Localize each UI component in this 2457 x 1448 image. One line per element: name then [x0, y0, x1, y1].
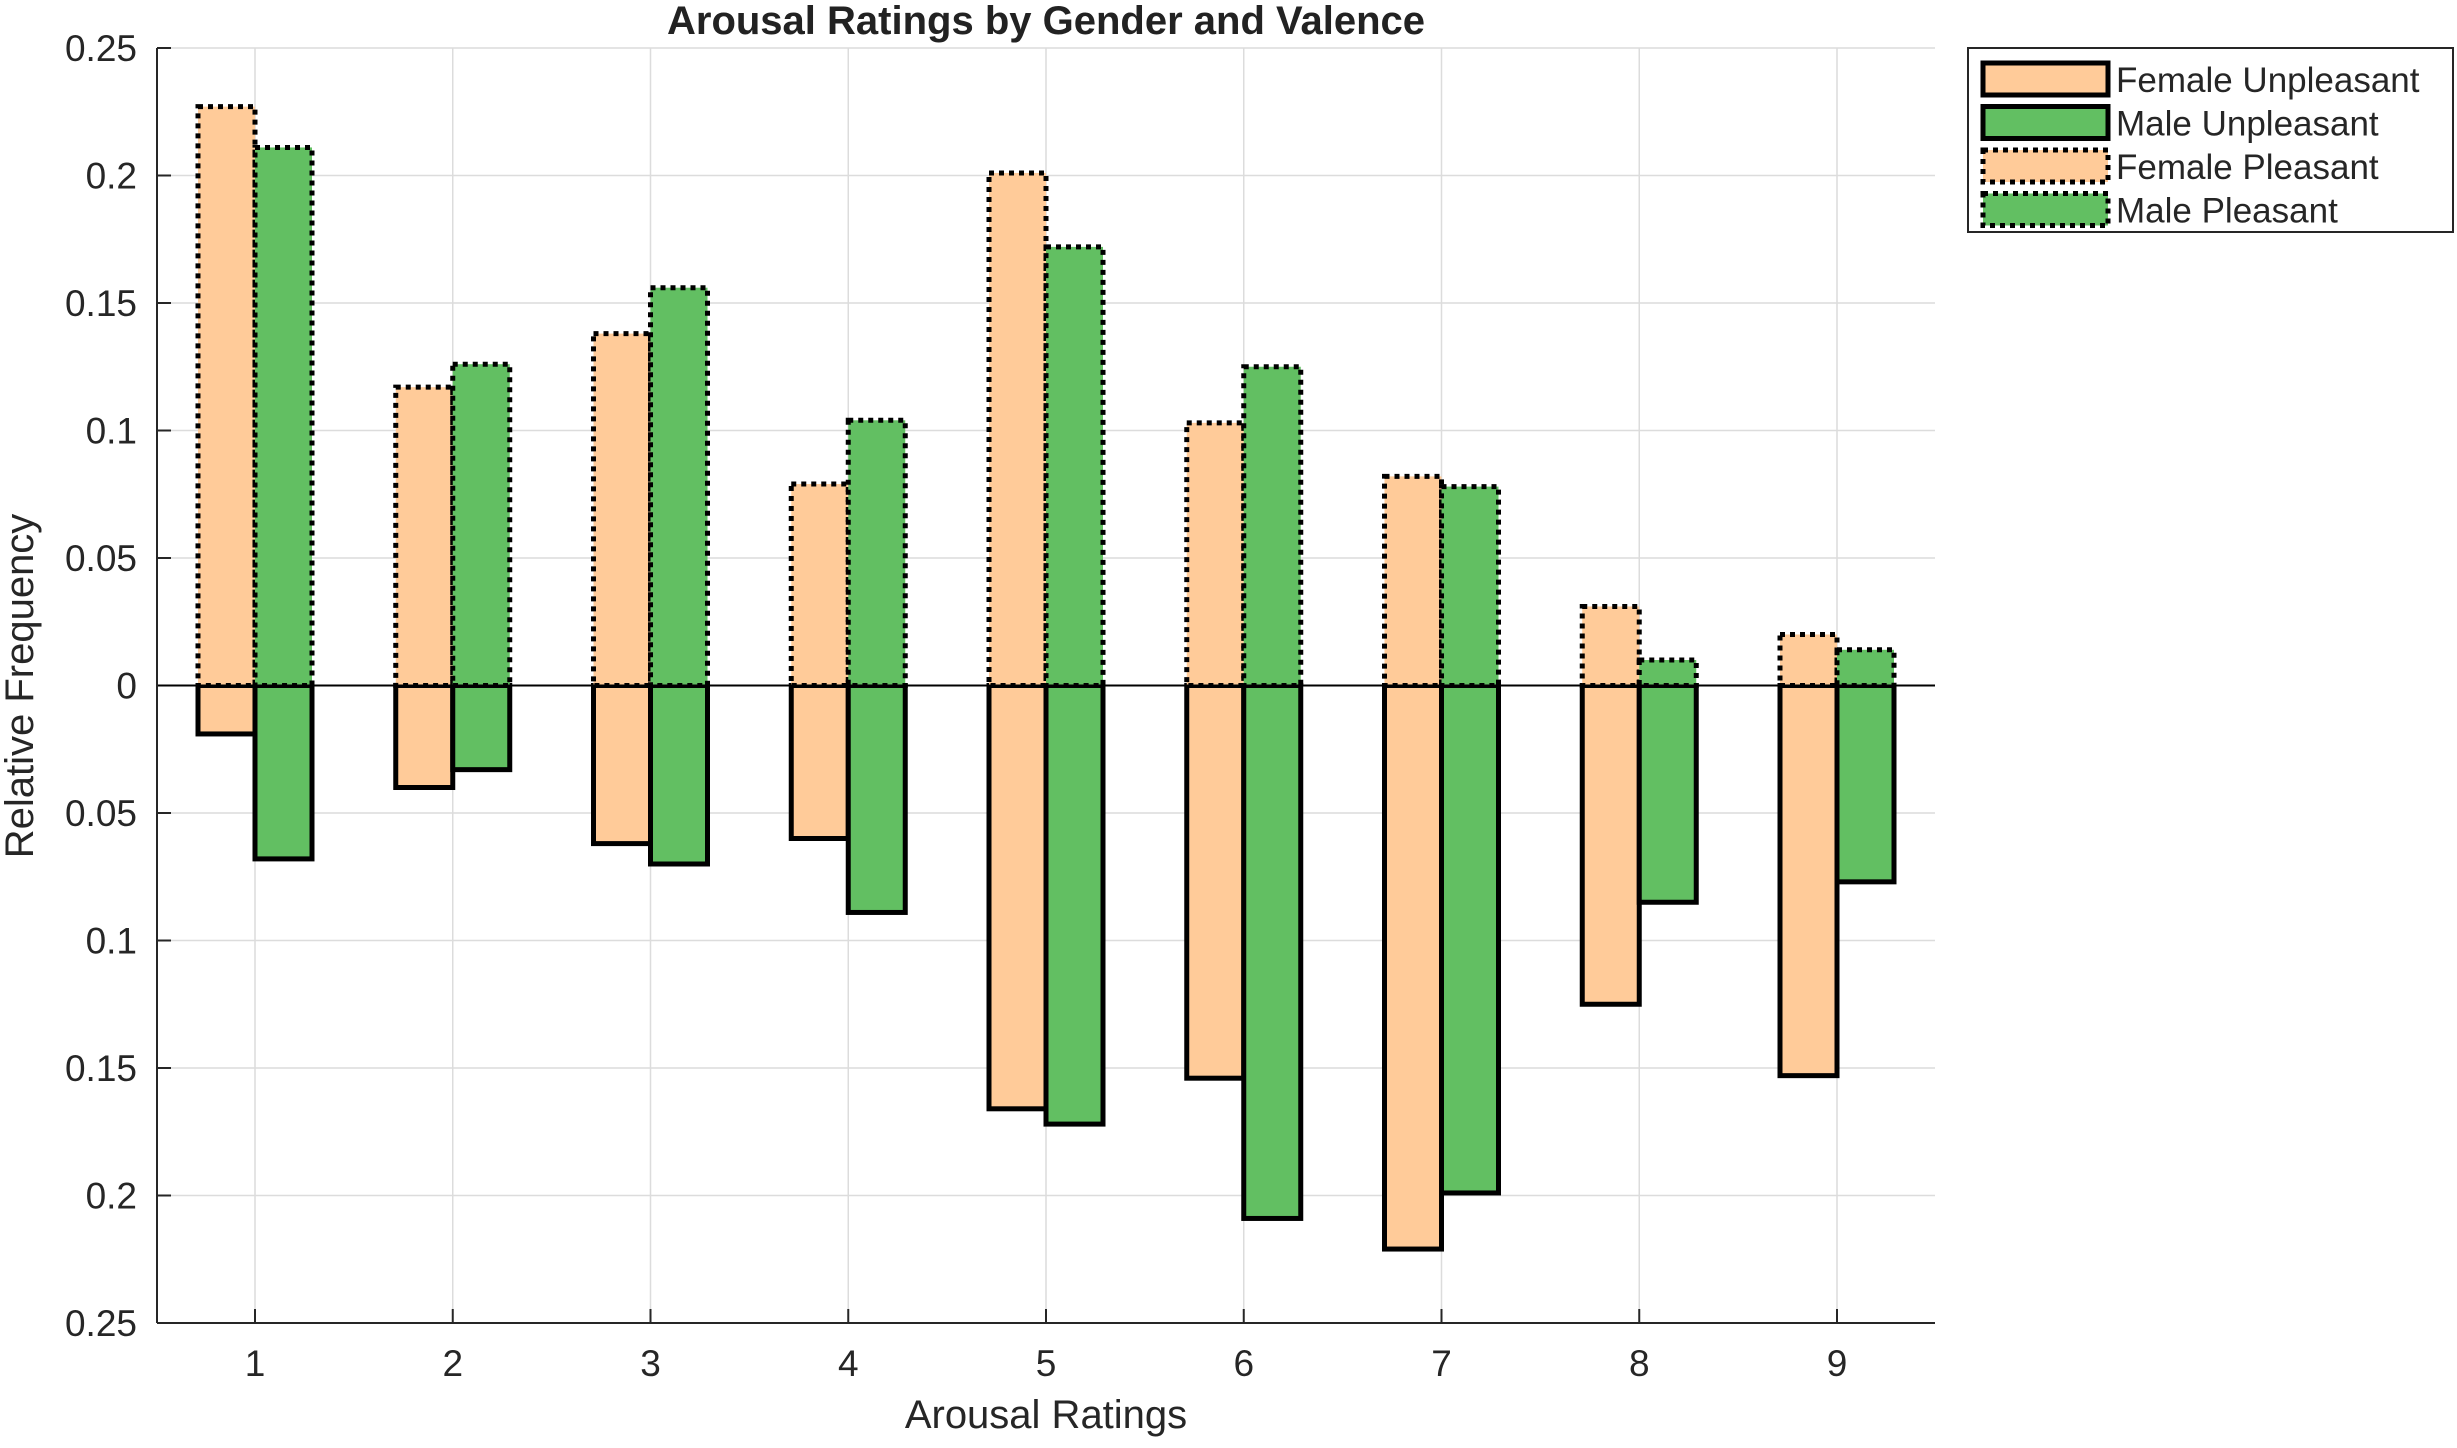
x-tick-label: 8 — [1629, 1343, 1650, 1384]
bar-male-unpleasant — [252, 683, 315, 862]
bar-male-unpleasant — [1241, 683, 1304, 1221]
bar-male-unpleasant — [845, 683, 908, 915]
bar-male-pleasant — [450, 361, 513, 688]
bar-female-pleasant — [393, 384, 456, 688]
bar-female-pleasant — [591, 331, 653, 688]
bar-male-pleasant — [1043, 244, 1106, 688]
y-tick-label: 0.1 — [86, 921, 137, 962]
y-tick-label: 0.05 — [65, 538, 137, 579]
x-tick-label: 3 — [640, 1343, 661, 1384]
legend-label: Female Unpleasant — [2116, 61, 2420, 100]
bar-female-pleasant — [1579, 603, 1642, 689]
legend-swatch — [1980, 60, 2111, 98]
x-tick-label: 9 — [1827, 1343, 1848, 1384]
y-tick-label: 0.15 — [65, 1048, 137, 1089]
x-tick-label: 7 — [1431, 1343, 1452, 1384]
bar-female-unpleasant — [1382, 683, 1444, 1252]
bar-female-pleasant — [1382, 473, 1444, 688]
bar-female-pleasant — [195, 104, 258, 688]
y-tick-label: 0.2 — [86, 156, 137, 197]
bar-female-unpleasant — [591, 683, 653, 847]
bar-male-pleasant — [1636, 657, 1699, 688]
legend-swatch — [1980, 104, 2111, 141]
bar-female-unpleasant — [788, 683, 851, 841]
y-tick-label: 0.25 — [65, 1303, 137, 1344]
bar-male-pleasant — [1834, 647, 1897, 688]
bar-male-unpleasant — [648, 683, 710, 867]
y-tick-label: 0 — [116, 666, 137, 707]
y-tick-label: 0.2 — [86, 1176, 137, 1217]
bar-female-pleasant — [788, 481, 851, 688]
bar-male-pleasant — [1241, 364, 1304, 688]
legend-label: Male Pleasant — [2116, 192, 2338, 231]
legend-label: Female Pleasant — [2116, 148, 2379, 187]
bar-male-pleasant — [845, 417, 908, 688]
bar-male-pleasant — [648, 285, 710, 688]
y-axis-label: Relative Frequency — [0, 514, 42, 859]
bar-male-unpleasant — [1834, 683, 1897, 885]
x-axis-label: Arousal Ratings — [905, 1393, 1187, 1437]
bar-female-unpleasant — [1184, 683, 1247, 1081]
bar-male-unpleasant — [450, 683, 513, 773]
bar-female-pleasant — [1777, 632, 1840, 688]
bar-female-unpleasant — [1777, 683, 1840, 1079]
x-tick-label: 2 — [442, 1343, 463, 1384]
bar-female-unpleasant — [393, 683, 456, 790]
bar-male-unpleasant — [1439, 683, 1501, 1196]
legend-swatch — [1980, 191, 2111, 228]
bar-male-unpleasant — [1043, 683, 1106, 1127]
bar-male-pleasant — [252, 144, 315, 688]
bars — [195, 104, 1897, 1252]
x-tick-label: 5 — [1036, 1343, 1057, 1384]
y-tick-label: 0.25 — [65, 28, 137, 69]
bar-female-unpleasant — [1579, 683, 1642, 1007]
legend-swatch — [1980, 147, 2111, 185]
bar-female-pleasant — [1184, 420, 1247, 688]
y-tick-label: 0.1 — [86, 411, 137, 452]
axes: 0.25 0.2 0.15 0.1 0.05 0 0.05 0.1 0.15 0.2 0.25 1 2 3… — [65, 28, 1935, 1384]
y-tick-label: 0.15 — [65, 283, 137, 324]
chart-title: Arousal Ratings by Gender and Valence — [667, 0, 1425, 43]
bar-male-pleasant — [1439, 484, 1501, 688]
bar-female-pleasant — [986, 170, 1049, 688]
legend: Female Unpleasant Male Unpleasant Female P… — [1967, 47, 2454, 233]
bar-female-unpleasant — [986, 683, 1049, 1112]
x-tick-label: 6 — [1233, 1343, 1254, 1384]
bar-female-unpleasant — [195, 683, 258, 737]
legend-label: Male Unpleasant — [2116, 105, 2379, 144]
y-tick-label: 0.05 — [65, 793, 137, 834]
bar-male-unpleasant — [1636, 683, 1699, 905]
x-tick-label: 4 — [838, 1343, 859, 1384]
x-tick-label: 1 — [245, 1343, 266, 1384]
